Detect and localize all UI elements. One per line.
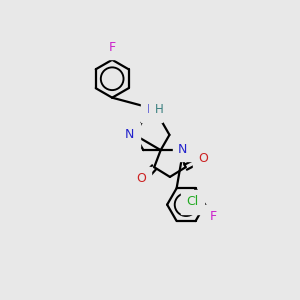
Text: F: F bbox=[209, 210, 216, 223]
Text: O: O bbox=[136, 172, 146, 185]
Text: H: H bbox=[154, 103, 163, 116]
Text: Cl: Cl bbox=[187, 195, 199, 208]
Text: N: N bbox=[178, 143, 188, 156]
Text: F: F bbox=[109, 40, 116, 54]
Text: O: O bbox=[198, 152, 208, 165]
Text: N: N bbox=[125, 128, 134, 141]
Text: N: N bbox=[147, 103, 156, 116]
